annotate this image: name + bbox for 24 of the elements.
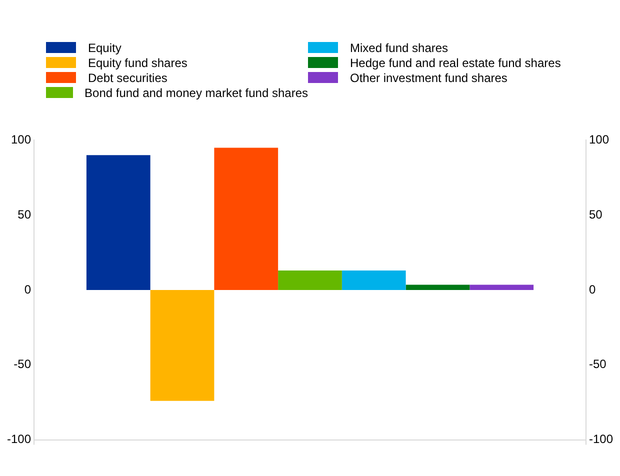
bar xyxy=(278,270,342,290)
y-tick-label: -50 xyxy=(14,357,32,372)
y-tick-label: 50 xyxy=(18,207,32,222)
y2-tick-label: 0 xyxy=(588,282,596,296)
legend-label: Debt securities xyxy=(88,70,168,84)
legend-label: Hedge fund and real estate fund shares xyxy=(350,56,561,70)
y2-tick-label: 50 xyxy=(588,207,603,222)
legend-label: Equity xyxy=(88,40,122,54)
y2-tick-label: 100 xyxy=(588,132,610,147)
y-tick-label: 100 xyxy=(10,132,32,147)
legend-label: Equity fund shares xyxy=(88,56,188,70)
bar xyxy=(470,284,534,290)
y2-tick-label: -50 xyxy=(588,357,607,372)
bar xyxy=(214,148,278,290)
bar xyxy=(406,284,470,290)
legend-label: Other investment fund shares xyxy=(350,70,508,84)
bar xyxy=(86,155,150,290)
legend-label: Mixed fund shares xyxy=(350,40,448,54)
bar xyxy=(150,290,214,401)
y-tick-label: 0 xyxy=(24,282,32,296)
legend-label: Bond fund and money market fund shares xyxy=(84,86,308,100)
y2-tick-label: -100 xyxy=(588,432,614,446)
bar xyxy=(342,270,406,290)
y-tick-label: -100 xyxy=(6,432,32,446)
